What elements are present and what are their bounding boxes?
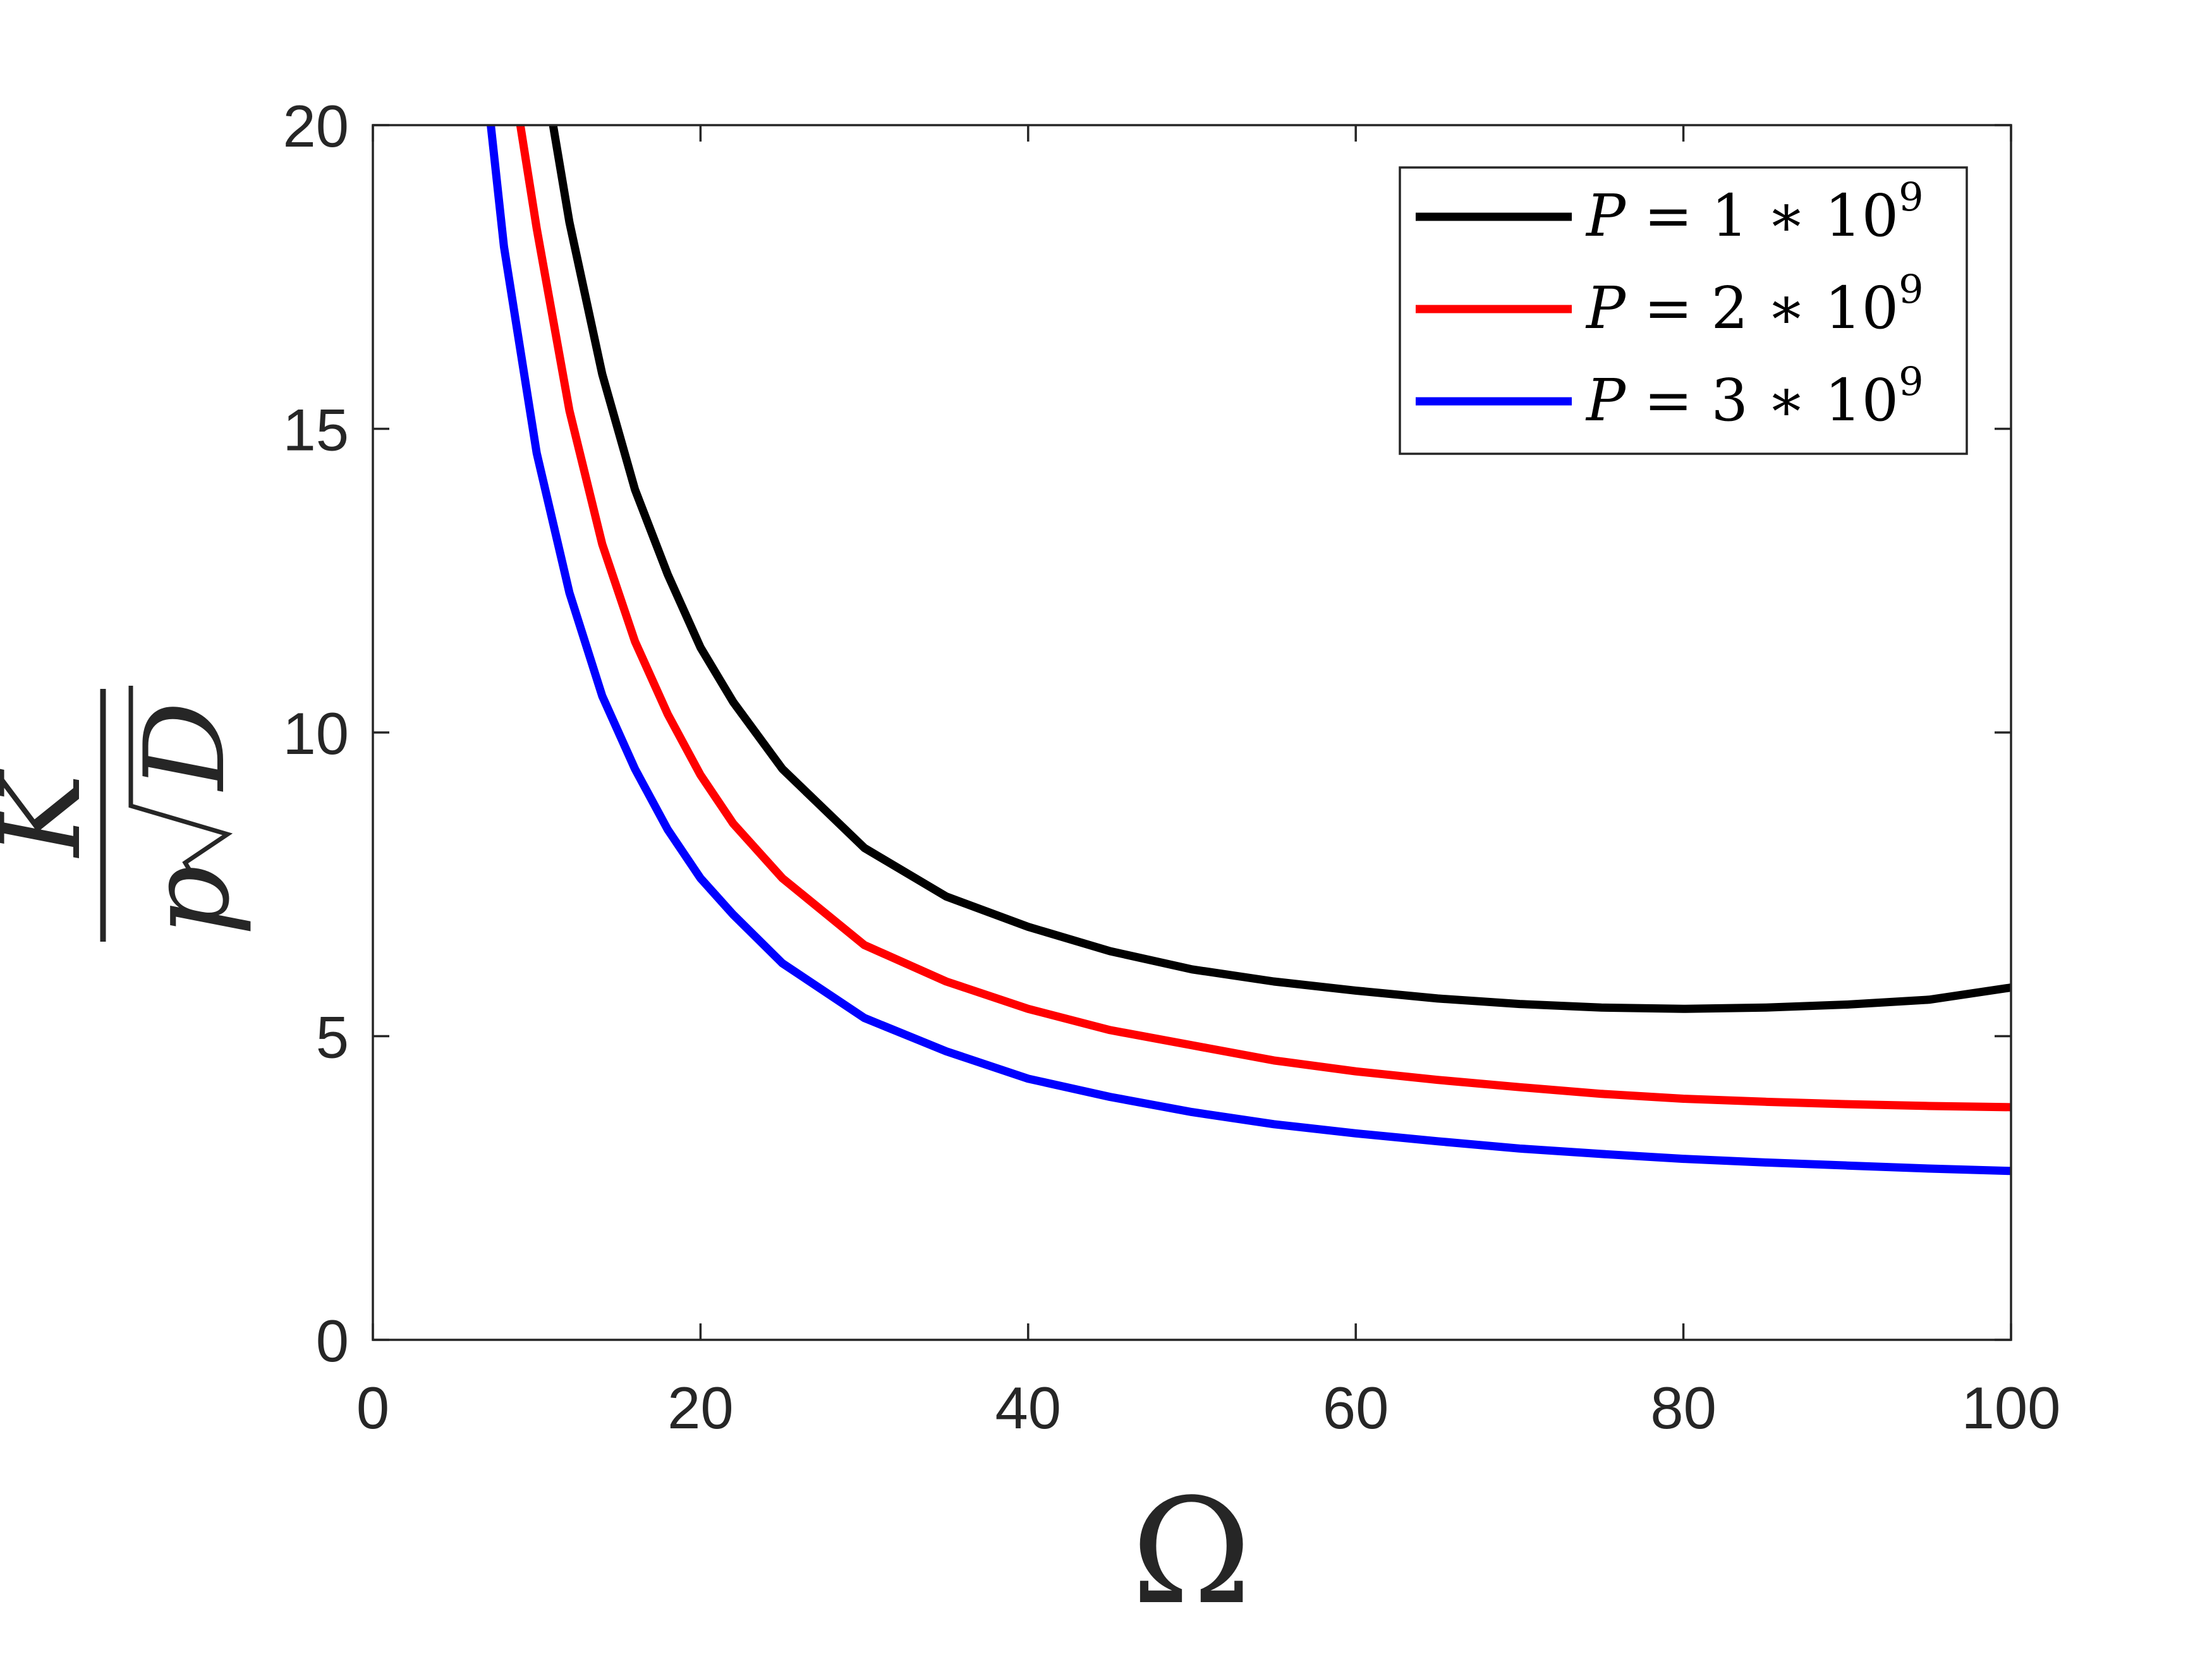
legend-entry-1: P = 1 ∗ 109 xyxy=(1416,174,1924,250)
legend-label-1-coef: 1 xyxy=(1711,182,1748,250)
tick-layer: 0 20 40 60 80 100 0 5 10 15 20 xyxy=(283,93,2060,1441)
legend-entry-3: P = 3 ∗ 109 xyxy=(1416,358,1924,434)
legend-label-2-base: 10 xyxy=(1825,274,1899,342)
x-tick-label-5: 100 xyxy=(1962,1375,2061,1441)
series-line-1 xyxy=(549,124,2012,1013)
y-label-numerator: K xyxy=(0,768,106,858)
legend-entry-2: P = 2 ∗ 109 xyxy=(1416,266,1924,342)
legend: P = 1 ∗ 109 P = 2 ∗ 109 P = 3 ∗ 109 xyxy=(1399,166,1968,455)
legend-label-1-base: 10 xyxy=(1825,182,1899,250)
x-tick-label-0: 0 xyxy=(356,1375,389,1441)
legend-label-3-exp: 9 xyxy=(1899,358,1923,404)
legend-label-1-var: P xyxy=(1585,182,1627,250)
legend-label-2-coef: 2 xyxy=(1711,274,1748,342)
legend-label-2-var: P xyxy=(1585,274,1627,342)
x-tick-label-1: 20 xyxy=(667,1375,734,1441)
legend-label-1-exp: 9 xyxy=(1899,174,1923,220)
legend-label-1-op: ∗ xyxy=(1748,182,1825,250)
series-line-2 xyxy=(516,124,2012,1112)
x-axis-label: Ω xyxy=(1131,1468,1252,1637)
legend-label-2-exp: 9 xyxy=(1899,266,1923,312)
legend-label-3-base: 10 xyxy=(1825,367,1899,434)
y-axis-label: K p D xyxy=(0,686,254,942)
legend-label-2-eq: = xyxy=(1626,274,1711,342)
y-tick-label-1: 5 xyxy=(316,1004,349,1071)
series-layer xyxy=(487,124,2012,1176)
x-tick-label-4: 80 xyxy=(1650,1375,1717,1441)
legend-label-3-coef: 3 xyxy=(1711,367,1748,434)
legend-label-1-eq: = xyxy=(1626,182,1711,250)
y-label-denominator-radicand: D xyxy=(121,702,250,792)
legend-label-3-eq: = xyxy=(1626,367,1711,434)
legend-label-1: P = 1 ∗ 109 xyxy=(1585,174,1924,250)
y-tick-label-2: 10 xyxy=(283,700,349,767)
series-line-3 xyxy=(487,125,2012,1176)
y-label-sqrt-sign xyxy=(128,686,233,877)
x-tick-label-2: 40 xyxy=(995,1375,1062,1441)
legend-label-3-op: ∗ xyxy=(1748,367,1825,434)
y-tick-label-0: 0 xyxy=(316,1308,349,1374)
legend-label-3: P = 3 ∗ 109 xyxy=(1585,358,1924,434)
y-tick-label-4: 20 xyxy=(283,93,349,159)
legend-label-2: P = 2 ∗ 109 xyxy=(1585,266,1924,342)
x-tick-label-3: 60 xyxy=(1323,1375,1389,1441)
y-label-denominator-prefix: p xyxy=(126,865,254,936)
legend-label-2-op: ∗ xyxy=(1748,274,1825,342)
y-tick-label-3: 15 xyxy=(283,397,349,463)
legend-label-3-var: P xyxy=(1585,367,1627,434)
